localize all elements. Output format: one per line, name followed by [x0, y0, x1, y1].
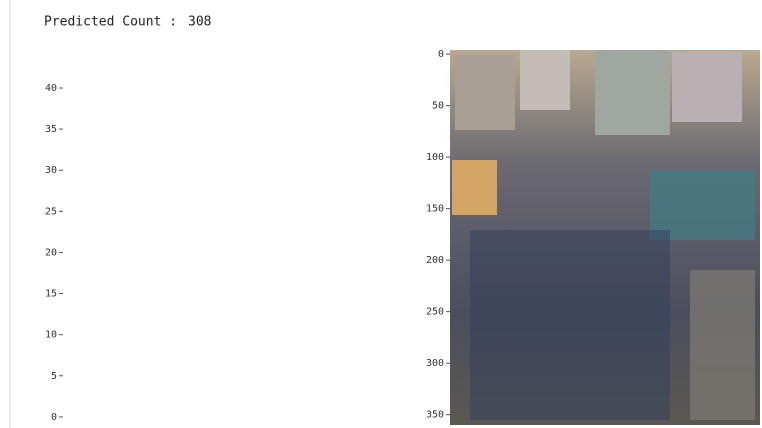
- y-tick-label: 15: [45, 289, 57, 300]
- y-tick-label: 150: [426, 204, 444, 215]
- y-tick-label: 0: [438, 49, 444, 60]
- y-tick-label: 100: [426, 152, 444, 163]
- y-tick-label: 10: [45, 330, 57, 341]
- y-tick-label: 250: [426, 307, 444, 318]
- y-tick-label: 40: [45, 83, 57, 94]
- count-label: Predicted Count :: [44, 15, 177, 30]
- count-value: 308: [188, 15, 211, 30]
- y-tick-label: 25: [45, 206, 57, 217]
- y-tick-label: 30: [45, 165, 57, 176]
- y-tick-label: 200: [426, 255, 444, 266]
- notebook-output: Predicted Count : 308 0 5 10 15 20 25 30 35 40 0 5…: [0, 0, 762, 428]
- y-tick-label: 300: [426, 358, 444, 369]
- y-tick-label: 20: [45, 247, 57, 258]
- y-tick-label: 50: [432, 101, 444, 112]
- y-tick-label: 350: [426, 410, 444, 421]
- y-tick-label: 5: [51, 371, 57, 382]
- y-tick-label: 35: [45, 124, 57, 135]
- y-tick-label: 0: [51, 412, 57, 423]
- crowd-photo: [450, 50, 760, 425]
- page: Predicted Count : 308 0 5 10 15 20 25 30 35 40 0 5…: [0, 0, 762, 428]
